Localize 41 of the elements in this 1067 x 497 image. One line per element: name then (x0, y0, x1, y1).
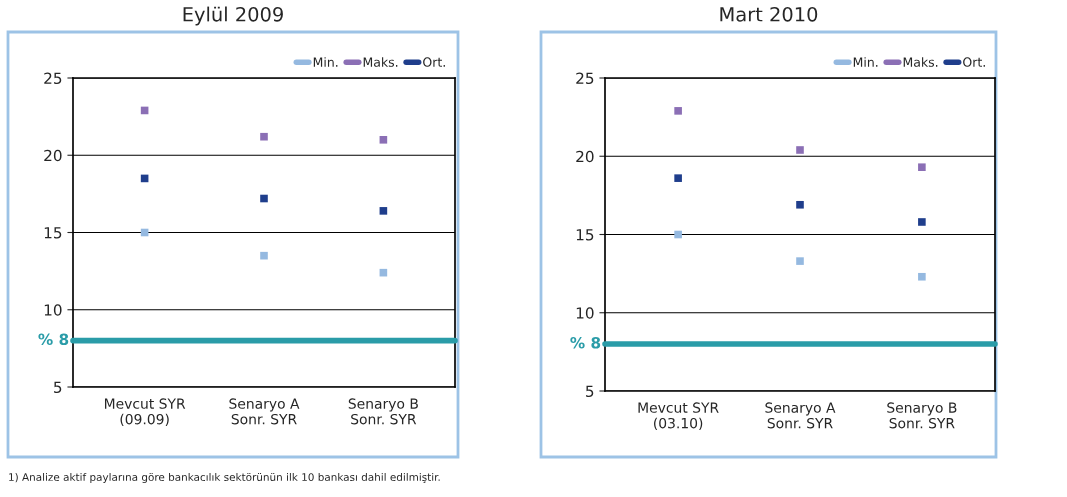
x-tick-label: Senaryo A Sonr. SYR (765, 402, 836, 429)
y-tick-label: 25 (576, 72, 594, 85)
y-tick-label: 15 (44, 227, 62, 239)
legend-label: Min. (853, 57, 878, 67)
point (674, 230, 682, 239)
chart-title: Mart 2010 (720, 6, 818, 22)
x-tick-label: Mevcut SYR (09.09) (104, 398, 186, 427)
ref-line-label: % 8 (570, 336, 601, 349)
point (796, 146, 804, 154)
point (260, 132, 268, 141)
text: 1) Analize aktif paylarına göre bankacılık sektörünün ilk 10 bankası dahil edilmiştir. (9, 472, 440, 484)
legend-label: Maks. (363, 57, 398, 67)
legend-label: Ort. (963, 57, 985, 67)
point (260, 194, 268, 203)
y-tick-label: 10 (44, 304, 62, 316)
y-tick-label: 5 (54, 381, 62, 394)
point (796, 200, 804, 209)
point (379, 136, 388, 144)
y-tick-label: 10 (576, 307, 594, 319)
point (674, 107, 682, 115)
point (379, 207, 388, 215)
point (260, 251, 268, 260)
ref-line-label: % 8 (38, 333, 69, 346)
legend-label: Ort. (423, 57, 445, 67)
legend-label: Min. (313, 57, 338, 67)
point (918, 218, 926, 226)
y-tick-label: 5 (586, 385, 594, 398)
point (918, 272, 926, 281)
y-tick-label: 20 (44, 149, 62, 162)
x-tick-label: Senaryo B Sonr. SYR (348, 398, 418, 425)
x-tick-label: Mevcut SYR (03.10) (638, 402, 719, 431)
y-tick-label: 15 (576, 229, 594, 241)
y-tick-label: 25 (44, 72, 62, 85)
chart-title: Eylül 2009 (183, 6, 283, 26)
legend-label: Maks. (903, 57, 938, 67)
y-tick-label: 20 (576, 150, 594, 163)
point (796, 257, 804, 265)
point (918, 163, 926, 172)
x-tick-label: Senaryo A Sonr. SYR (229, 398, 300, 425)
point (674, 174, 682, 182)
x-tick-label: Senaryo B Sonr. SYR (887, 402, 957, 429)
